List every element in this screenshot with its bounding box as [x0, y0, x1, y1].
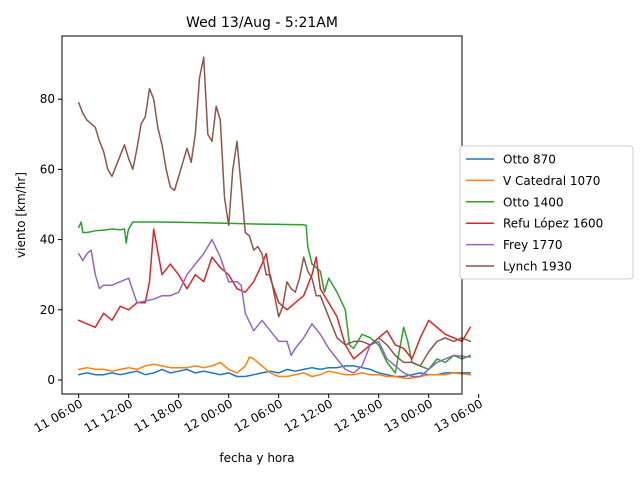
plot-area — [62, 36, 462, 394]
x-axis-label: fecha y hora — [219, 451, 294, 465]
series-layer — [77, 56, 472, 379]
y-axis-label: viento [km/hr] — [14, 172, 28, 258]
legend-label: Otto 1400 — [503, 195, 564, 209]
legend: Otto 870 V Catedral 1070 Otto 1400 Refu Lóp… — [459, 145, 634, 280]
series-line-2 — [77, 356, 472, 379]
legend-label: V Catedral 1070 — [503, 174, 600, 188]
x-tick-label: 12 00:00 — [182, 396, 235, 435]
y-tick-label: 40 — [40, 233, 55, 247]
x-tick-label: 13 06:00 — [432, 396, 485, 435]
x-tick-label: 13 00:00 — [382, 396, 435, 435]
series-line-5 — [77, 238, 472, 378]
x-tick-label: 11 18:00 — [132, 396, 185, 435]
x-tick-label: 12 12:00 — [282, 396, 335, 435]
legend-label: Lynch 1930 — [503, 260, 572, 274]
x-tick-label: 12 18:00 — [332, 396, 385, 435]
y-axis: 0 20 40 60 80 — [40, 92, 62, 387]
x-tick-label: 12 06:00 — [232, 396, 285, 435]
x-tick-label: 11 06:00 — [32, 396, 85, 435]
legend-label: Refu López 1600 — [503, 217, 603, 231]
legend-label: Otto 870 — [503, 153, 556, 167]
y-tick-label: 80 — [40, 92, 55, 106]
legend-box — [459, 145, 634, 280]
series-line-6 — [77, 56, 472, 367]
legend-label: Frey 1770 — [503, 238, 563, 252]
chart-title: Wed 13/Aug - 5:21AM — [186, 15, 338, 31]
y-tick-label: 0 — [47, 373, 55, 387]
x-tick-label: 11 12:00 — [82, 396, 135, 435]
y-tick-label: 60 — [40, 162, 55, 176]
y-tick-label: 20 — [40, 303, 55, 317]
